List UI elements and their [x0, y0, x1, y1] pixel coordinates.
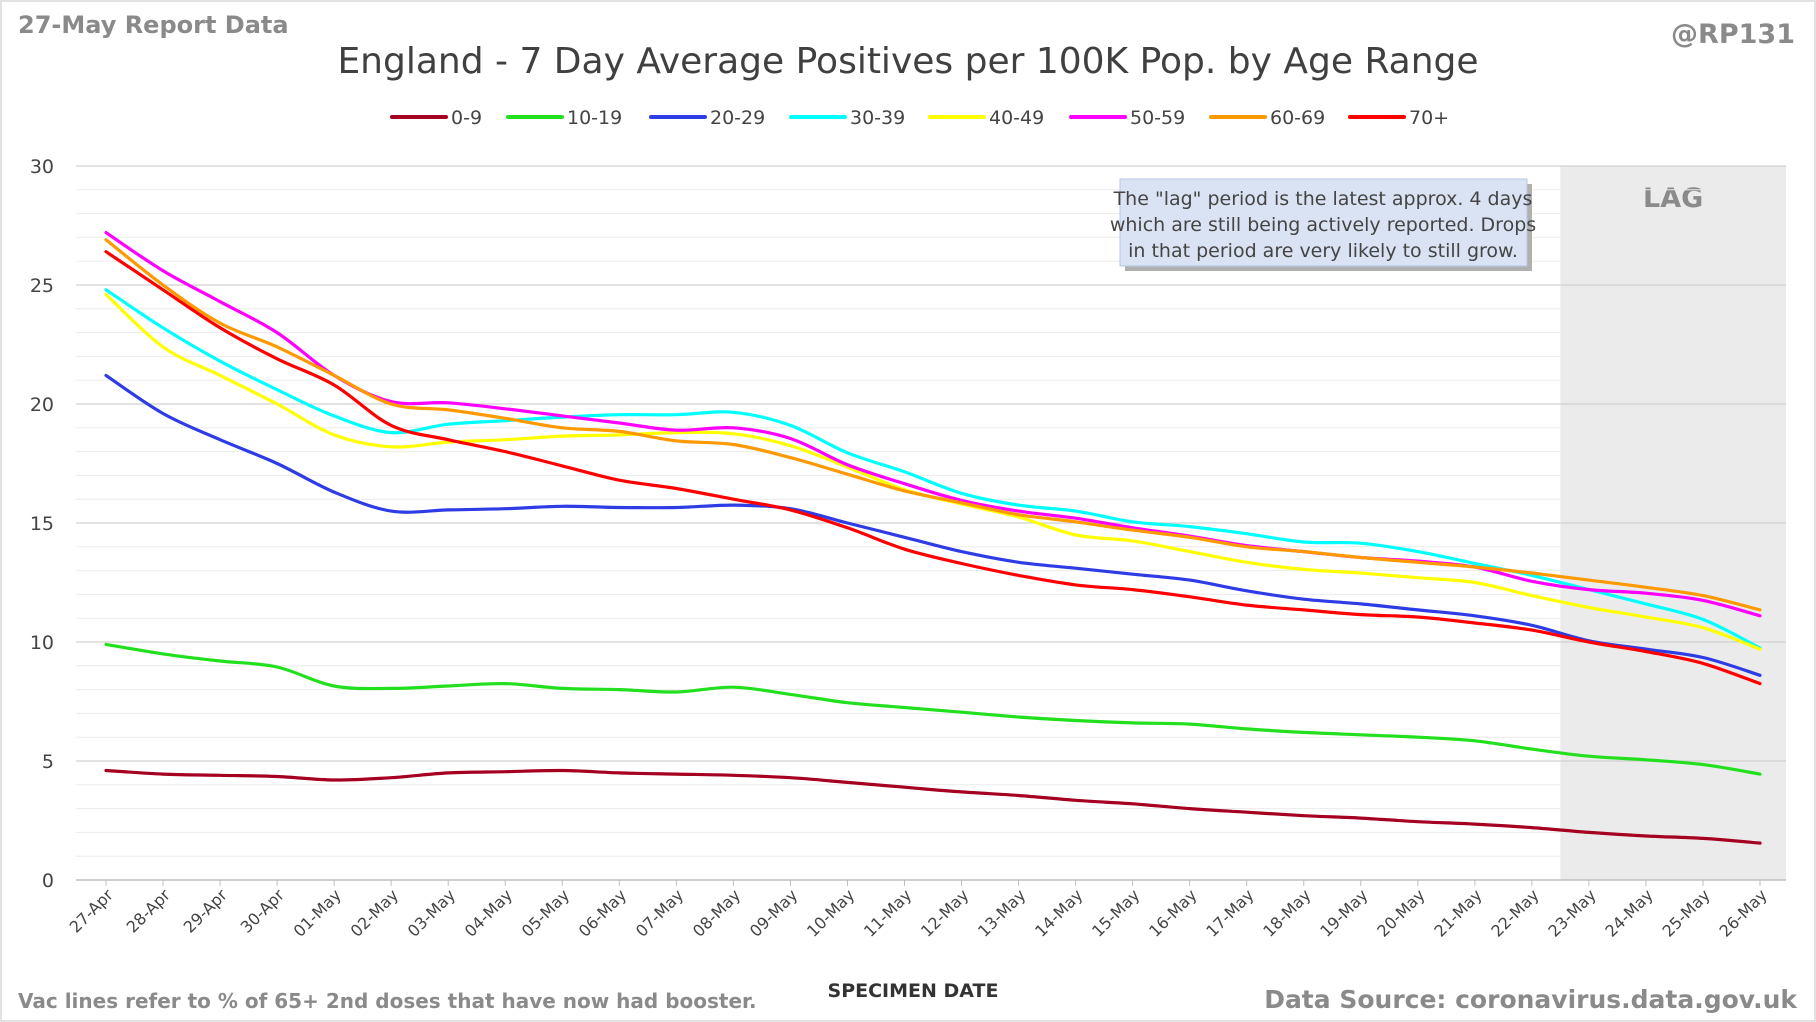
- series-line-20-29: [104, 373, 1762, 677]
- chart-title: England - 7 Day Average Positives per 10…: [337, 41, 1478, 82]
- legend-entry-label: 10-19: [567, 107, 622, 129]
- gridlines: [76, 165, 1786, 881]
- series-lines: [104, 231, 1762, 845]
- series-line-10-19: [104, 642, 1762, 776]
- y-tick-label: 30: [30, 156, 54, 178]
- annotation-line-1: The "lag" period is the latest approx. 4…: [1113, 188, 1533, 210]
- x-axis-title: SPECIMEN DATE: [828, 980, 999, 1002]
- lag-label: LAG: [1643, 183, 1703, 214]
- data-source: Data Source: coronavirus.data.gov.uk: [1264, 985, 1798, 1014]
- legend-entry-label: 30-39: [850, 107, 905, 129]
- y-tick-label: 15: [30, 513, 54, 535]
- series-line-30-39: [104, 288, 1762, 650]
- y-tick-label: 5: [42, 751, 54, 773]
- legend-entry-label: 0-9: [451, 107, 482, 129]
- legend-entry-label: 70+: [1409, 107, 1449, 129]
- series-line-0-9: [104, 768, 1762, 845]
- annotation-line-2: which are still being actively reported.…: [1110, 214, 1536, 236]
- y-axis: 0 5 10 15 20 25 30: [30, 156, 54, 892]
- report-date-label: 27-May Report Data: [18, 11, 289, 39]
- legend: 0-9 10-19 20-29 30-39 40-49 50-59 60-69 70+: [390, 107, 1449, 129]
- annotation-background: [1119, 178, 1528, 267]
- y-tick-label: 0: [42, 870, 54, 892]
- footnote: Vac lines refer to % of 65+ 2nd doses th…: [18, 989, 757, 1013]
- annotation-line-3: in that period are very likely to still …: [1128, 240, 1518, 262]
- y-tick-label: 25: [30, 275, 54, 297]
- author-handle: @RP131: [1671, 19, 1795, 50]
- legend-entry-label: 40-49: [989, 107, 1044, 129]
- lag-annotation: The "lag" period is the latest approx. 4…: [1110, 178, 1536, 271]
- legend-entry-label: 60-69: [1270, 107, 1325, 129]
- y-tick-label: 10: [30, 632, 54, 654]
- y-tick-label: 20: [30, 394, 54, 416]
- series-line-60-69: [104, 238, 1762, 612]
- legend-entry-label: 50-59: [1130, 107, 1185, 129]
- series-line-70plus: [104, 250, 1762, 686]
- legend-entry-label: 20-29: [710, 107, 765, 129]
